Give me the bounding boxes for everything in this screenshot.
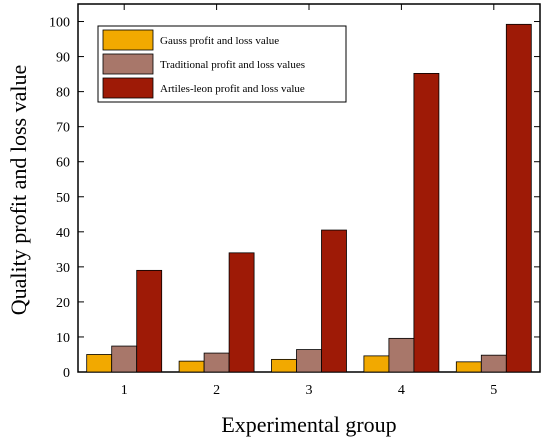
bar-artiles-leon-group-3 <box>321 229 347 373</box>
bar-gauss-group-2 <box>178 360 205 373</box>
bar-traditional-group-5 <box>480 354 507 373</box>
x-axis-title: Experimental group <box>221 412 396 437</box>
bar-gauss-group-1 <box>86 354 113 373</box>
bar-artiles-leon-group-5 <box>505 23 532 373</box>
legend-swatch-gauss <box>102 29 154 51</box>
y-tick-label: 90 <box>56 51 70 66</box>
x-tick-label: 5 <box>490 383 497 398</box>
bars <box>86 23 532 373</box>
bar-artiles-leon-group-1 <box>136 269 163 373</box>
y-tick-label: 70 <box>56 121 70 136</box>
x-tick-label: 4 <box>398 383 405 398</box>
bar-traditional-group-3 <box>296 349 322 373</box>
legend-swatch-traditional <box>102 53 154 75</box>
x-tick-label: 3 <box>306 383 313 398</box>
bar-artiles-leon-group-4 <box>413 72 440 373</box>
legend: Gauss profit and loss value Traditional … <box>97 25 347 103</box>
legend-swatch-artiles-leon <box>102 77 154 99</box>
bar-gauss-group-3 <box>271 358 297 373</box>
y-tick-label: 0 <box>63 366 70 381</box>
bar-artiles-leon-group-2 <box>228 252 255 373</box>
y-tick-label: 50 <box>56 191 70 206</box>
y-tick-label: 30 <box>56 261 70 276</box>
y-axis-title: Quality profit and loss value <box>6 65 31 316</box>
y-tick-label: 100 <box>49 16 70 31</box>
legend-label-gauss: Gauss profit and loss value <box>160 35 279 47</box>
y-tick-label: 10 <box>56 331 70 346</box>
bar-gauss-group-5 <box>455 361 482 373</box>
x-tick-label: 1 <box>121 383 128 398</box>
bar-traditional-group-1 <box>111 345 138 373</box>
bar-traditional-group-2 <box>203 352 230 373</box>
bar-gauss-group-4 <box>363 355 390 373</box>
legend-label-traditional: Traditional profit and loss values <box>160 59 305 71</box>
y-axis: 0 10 20 30 40 50 60 70 80 90 100 <box>49 16 540 381</box>
legend-label-artiles-leon: Artiles-leon profit and loss value <box>160 83 305 95</box>
y-tick-label: 20 <box>56 296 70 311</box>
y-tick-label: 60 <box>56 156 70 171</box>
bar-traditional-group-4 <box>388 337 415 373</box>
y-tick-label: 40 <box>56 226 70 241</box>
y-tick-label: 80 <box>56 86 70 101</box>
x-tick-label: 2 <box>213 383 220 398</box>
